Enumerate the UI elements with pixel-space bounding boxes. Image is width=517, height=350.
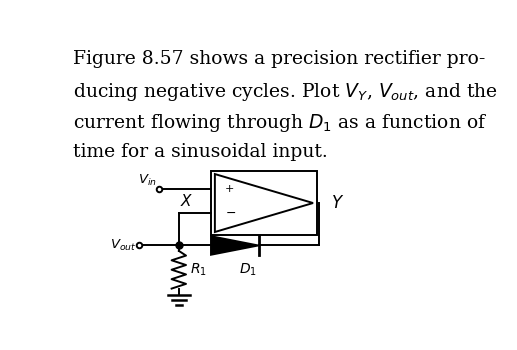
Text: Figure 8.57 shows a precision rectifier pro-: Figure 8.57 shows a precision rectifier … bbox=[72, 50, 485, 68]
Text: $R_1$: $R_1$ bbox=[190, 261, 207, 278]
Text: ducing negative cycles. Plot $V_Y$, $V_{out}$, and the: ducing negative cycles. Plot $V_Y$, $V_{… bbox=[72, 81, 497, 103]
Text: $-$: $-$ bbox=[225, 206, 236, 219]
Bar bbox=[211, 172, 317, 235]
Polygon shape bbox=[211, 236, 259, 255]
Text: $X$: $X$ bbox=[180, 193, 193, 209]
Text: +: + bbox=[225, 184, 234, 194]
Text: time for a sinusoidal input.: time for a sinusoidal input. bbox=[72, 143, 327, 161]
Text: current flowing through $D_1$ as a function of: current flowing through $D_1$ as a funct… bbox=[72, 112, 487, 134]
Text: $V_{out}$: $V_{out}$ bbox=[110, 238, 136, 253]
Text: $Y$: $Y$ bbox=[331, 195, 344, 211]
Text: $D_1$: $D_1$ bbox=[239, 262, 257, 278]
Text: $V_{in}$: $V_{in}$ bbox=[138, 173, 157, 188]
